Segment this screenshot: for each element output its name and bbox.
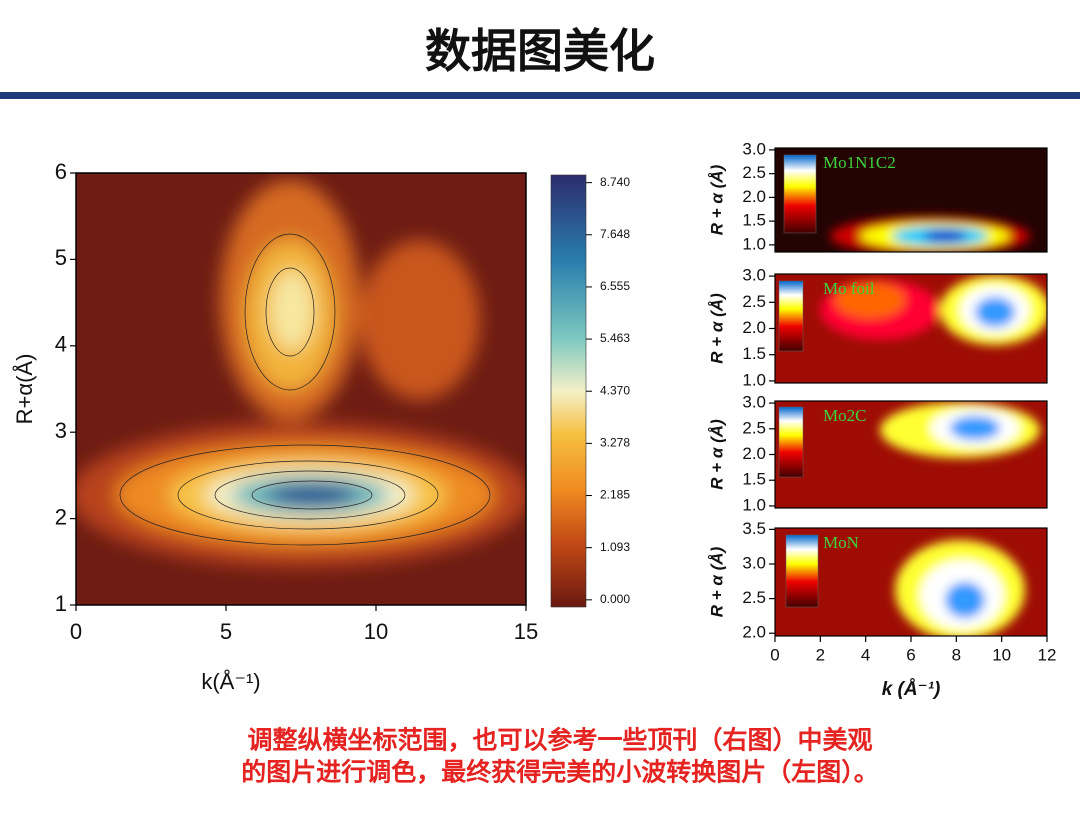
heatmap <box>775 148 1047 252</box>
panel-label: Mo2C <box>823 406 866 425</box>
heatmap <box>76 173 526 605</box>
y-tick-label: 3.0 <box>742 393 766 412</box>
y-tick-label: 2.0 <box>742 318 766 337</box>
y-tick-label: 5 <box>55 245 67 270</box>
y-tick-label: 2.5 <box>742 163 766 182</box>
x-tick-label: 10 <box>992 645 1011 664</box>
y-tick-label: 2.5 <box>742 588 766 607</box>
x-tick-label: 12 <box>1038 645 1057 664</box>
panel-label: MoN <box>823 533 859 552</box>
y-tick-label: 2.0 <box>742 444 766 463</box>
y-axis-label: R + α (Å) <box>707 164 726 235</box>
y-axis-label: R + α (Å) <box>707 546 726 617</box>
heatmap <box>775 274 1047 383</box>
caption-line: 调整纵横坐标范围，也可以参考一些顶刊（右图）中美观 <box>247 726 872 755</box>
x-tick-label: 6 <box>906 645 915 664</box>
y-tick-label: 6 <box>55 159 67 184</box>
y-tick-label: 3.0 <box>742 553 766 572</box>
x-tick-label: 0 <box>770 645 779 664</box>
colorbar-tick-label: 4.370 <box>600 383 630 397</box>
colorbar-tick-label: 0.000 <box>600 592 630 606</box>
colorbar-tick-label: 1.093 <box>600 540 630 554</box>
inset-colorbar <box>783 154 817 234</box>
colorbar <box>550 174 587 608</box>
x-tick-label: 5 <box>220 619 232 644</box>
inset-colorbar <box>778 406 804 478</box>
caption-line: 的图片进行调色，最终获得完美的小波转换图片（左图）。 <box>241 758 879 787</box>
y-tick-label: 1.5 <box>742 211 766 230</box>
plot-frame <box>75 172 527 606</box>
x-tick-label: 4 <box>861 645 870 664</box>
x-tick-label: 15 <box>514 619 538 644</box>
y-tick-label: 3.0 <box>742 139 766 158</box>
y-tick-label: 2 <box>55 504 67 529</box>
y-tick-label: 3.0 <box>742 266 766 285</box>
x-tick-label: 2 <box>816 645 825 664</box>
colorbar-tick-label: 7.648 <box>600 227 630 241</box>
colorbar-tick-label: 6.555 <box>600 279 630 293</box>
y-tick-label: 2.5 <box>742 418 766 437</box>
y-tick-label: 1.5 <box>742 470 766 489</box>
x-tick-label: 10 <box>364 619 388 644</box>
y-tick-label: 1.0 <box>742 370 766 389</box>
inset-colorbar <box>778 280 804 352</box>
y-tick-label: 1.0 <box>742 234 766 253</box>
y-tick-label: 4 <box>55 332 67 357</box>
y-tick-label: 3 <box>55 418 67 443</box>
heatmap <box>775 401 1047 508</box>
panel-label: Mo foil <box>823 279 875 298</box>
y-tick-label: 3.5 <box>742 519 766 538</box>
colorbar-tick-label: 2.185 <box>600 488 630 502</box>
y-tick-label: 2.5 <box>742 292 766 311</box>
slide-title: 数据图美化 <box>425 25 655 77</box>
colorbar-tick-label: 3.278 <box>600 436 630 450</box>
x-axis-label: k (Å⁻¹) <box>882 679 941 700</box>
x-axis-label: k(Å⁻¹) <box>201 669 260 694</box>
title-rule <box>0 92 1080 99</box>
y-tick-label: 2.0 <box>742 187 766 206</box>
colorbar-tick-label: 5.463 <box>600 331 630 345</box>
colorbar-tick-label: 8.740 <box>600 175 630 189</box>
y-tick-label: 1.0 <box>742 495 766 514</box>
y-axis-label: R + α (Å) <box>707 419 726 490</box>
y-tick-label: 1 <box>55 591 67 616</box>
y-axis-label: R+α(Å) <box>12 354 37 425</box>
heatmap <box>775 528 1047 636</box>
x-tick-label: 0 <box>70 619 82 644</box>
inset-colorbar <box>785 534 819 608</box>
plot-frame <box>774 147 1048 253</box>
x-tick-label: 8 <box>952 645 961 664</box>
y-tick-label: 2.0 <box>742 623 766 642</box>
panel-label: Mo1N1C2 <box>823 153 896 172</box>
y-tick-label: 1.5 <box>742 344 766 363</box>
y-axis-label: R + α (Å) <box>707 293 726 364</box>
